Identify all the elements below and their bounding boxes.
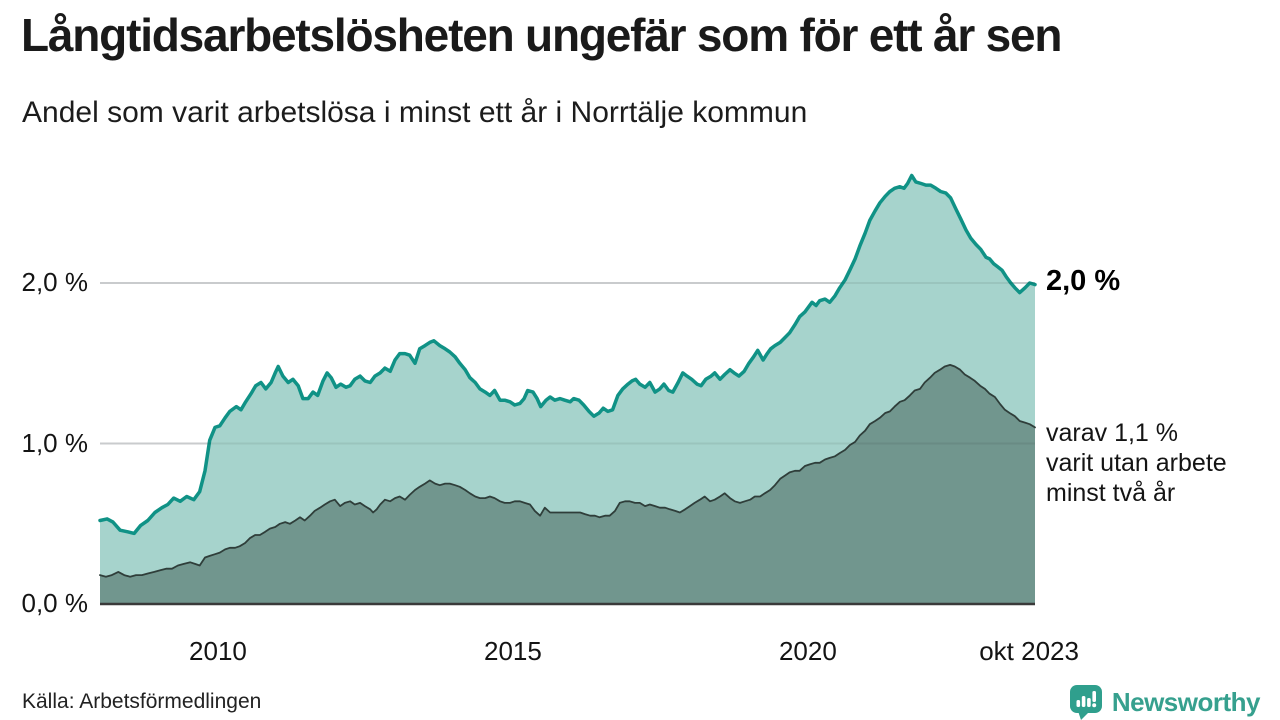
x-tick-2010: 2010 <box>189 636 247 666</box>
brand-logo: Newsworthy <box>1068 684 1261 720</box>
y-tick-1pct: 1,0 % <box>21 427 89 458</box>
series-line-1 <box>99 364 1036 578</box>
y-tick-2pct: 2,0 % <box>21 267 89 297</box>
brand-name: Newsworthy <box>1111 686 1261 717</box>
end-label-secondary: varav 1,1 % varit utan arbete minst två … <box>1046 419 1227 508</box>
y-tick-0pct: 0,0 % <box>21 588 89 618</box>
end-label-total: 2,0 % <box>1046 265 1121 297</box>
newsworthy-icon <box>1069 685 1102 720</box>
x-tick-2015: 2015 <box>484 636 542 666</box>
x-tick-2020: 2020 <box>778 636 837 666</box>
source-note: Källa: Arbetsförmedlingen <box>22 690 262 713</box>
x-tick-okt-2023: okt 2023 <box>979 636 1079 666</box>
page-subtitle: Andel som varit arbetslösa i minst ett å… <box>22 96 808 129</box>
page-title: Långtidsarbetslösheten ungefär som för e… <box>21 9 1063 61</box>
series-area-1 <box>100 364 1035 604</box>
series-line-0 <box>98 173 1037 536</box>
